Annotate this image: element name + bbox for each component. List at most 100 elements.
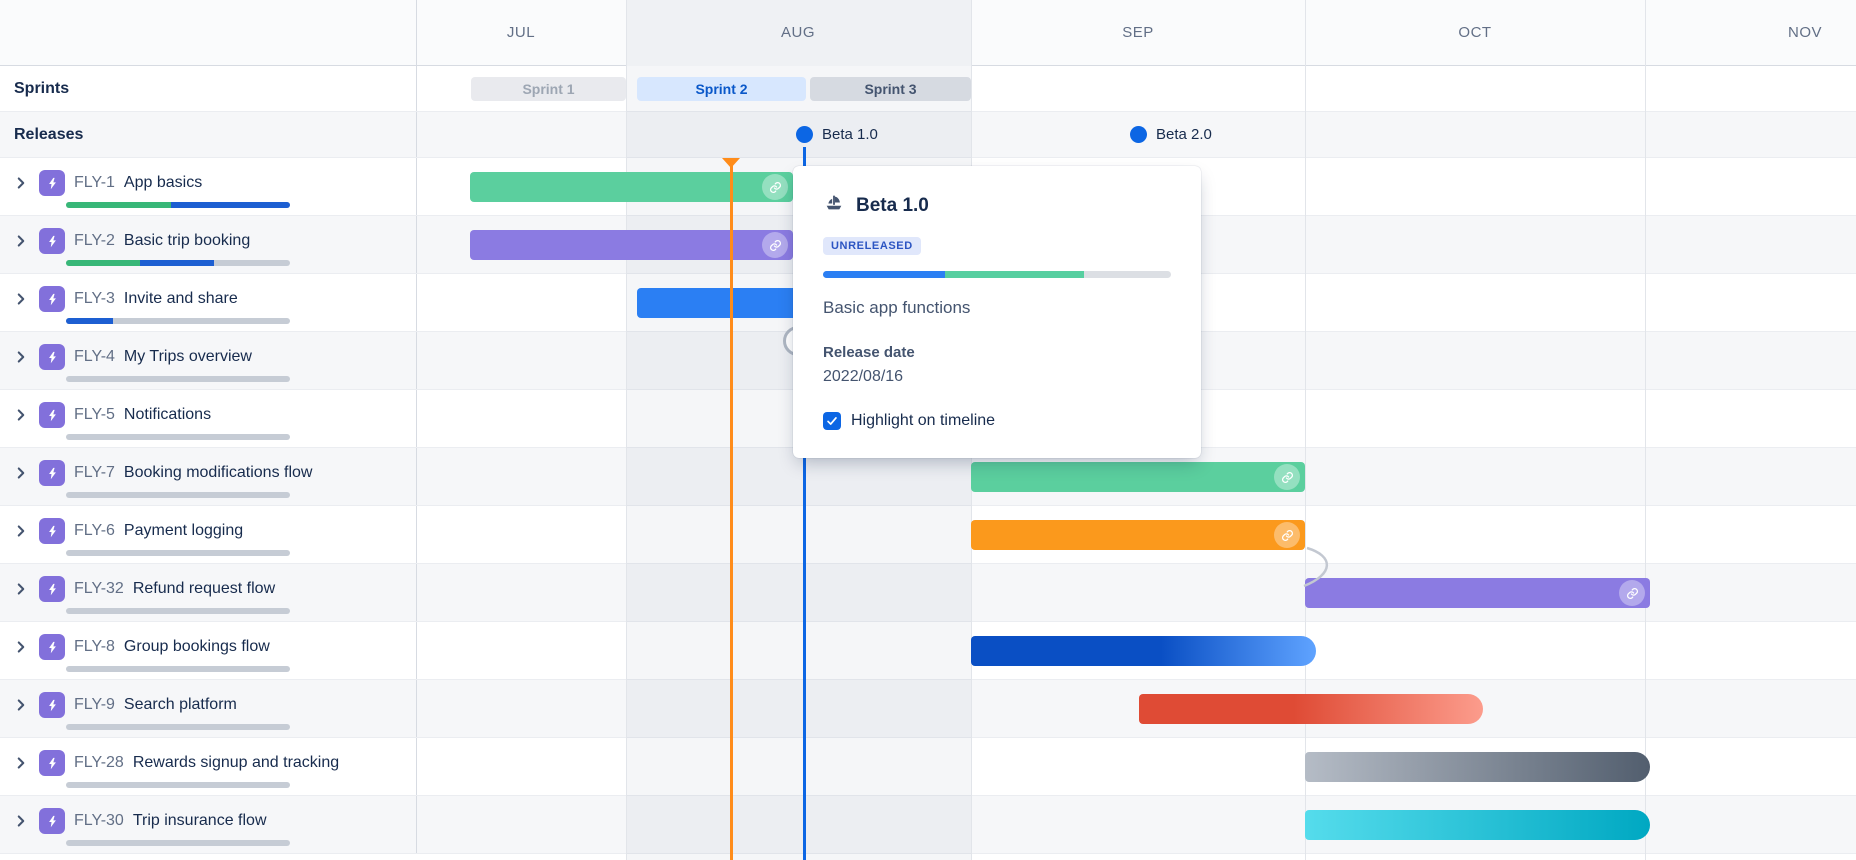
sprint-pill-2: Sprint 2 xyxy=(637,77,806,101)
epic-name: Notifications xyxy=(123,406,212,423)
epic-key: FLY-5 xyxy=(74,406,115,423)
today-line xyxy=(730,158,733,860)
chevron-right-icon[interactable] xyxy=(12,754,30,772)
epic-lightning-icon xyxy=(39,576,65,602)
epic-name: Search platform xyxy=(123,696,237,713)
month-label-jul: JUL xyxy=(506,24,536,41)
release-highlight-line xyxy=(803,147,806,860)
epic-progress-bar xyxy=(66,202,290,208)
epic-row: FLY-30 Trip insurance flow xyxy=(0,796,1856,854)
epic-schedule-bar[interactable] xyxy=(971,462,1305,492)
epic-lightning-icon xyxy=(39,286,65,312)
epic-progress-bar xyxy=(66,260,290,266)
release-popup: Beta 1.0 UNRELEASED Basic app functions … xyxy=(793,166,1201,458)
epic-schedule-bar[interactable] xyxy=(971,520,1305,550)
epic-schedule-bar[interactable] xyxy=(1305,578,1650,608)
epic-name: Payment logging xyxy=(123,522,244,539)
releases-row: Releases Beta 1.0 Beta 2.0 xyxy=(0,112,1856,158)
epic-schedule-bar[interactable] xyxy=(470,230,793,260)
chevron-right-icon[interactable] xyxy=(12,522,30,540)
releases-row-label: Releases xyxy=(14,125,84,143)
epic-lightning-icon xyxy=(39,634,65,660)
epic-row-left[interactable]: FLY-4 My Trips overview xyxy=(0,332,417,389)
release-label[interactable]: Beta 1.0 xyxy=(822,126,878,143)
epic-row-left[interactable]: FLY-5 Notifications xyxy=(0,390,417,447)
epic-key: FLY-2 xyxy=(74,232,115,249)
sprints-row: Sprints Sprint 1 Sprint 2 Sprint 3 xyxy=(0,66,1856,112)
epic-key: FLY-6 xyxy=(74,522,115,539)
highlight-checkbox[interactable] xyxy=(823,412,841,430)
epic-key: FLY-32 xyxy=(74,580,124,597)
link-icon[interactable] xyxy=(762,174,788,200)
month-label-oct: OCT xyxy=(1458,24,1492,41)
release-milestone-dot[interactable] xyxy=(1130,126,1147,143)
epic-progress-bar xyxy=(66,550,290,556)
epic-progress-bar xyxy=(66,608,290,614)
epic-schedule-bar[interactable] xyxy=(1139,694,1483,724)
epic-key: FLY-7 xyxy=(74,464,115,481)
chevron-right-icon[interactable] xyxy=(12,348,30,366)
epic-name: Refund request flow xyxy=(132,580,276,597)
epic-schedule-bar[interactable] xyxy=(1305,752,1650,782)
epic-schedule-bar[interactable] xyxy=(637,288,817,318)
epic-name: Invite and share xyxy=(123,290,238,307)
epic-lightning-icon xyxy=(39,170,65,196)
sprint-pill-1: Sprint 1 xyxy=(471,77,626,101)
epic-progress-bar xyxy=(66,434,290,440)
epic-row-left[interactable]: FLY-1 App basics xyxy=(0,158,417,215)
epic-row-left[interactable]: FLY-32 Refund request flow xyxy=(0,564,417,621)
dependency-connector-line xyxy=(1303,546,1328,588)
release-description: Basic app functions xyxy=(823,298,971,317)
epic-row-left[interactable]: FLY-28 Rewards signup and tracking xyxy=(0,738,417,795)
epic-row: FLY-6 Payment logging xyxy=(0,506,1856,564)
release-popup-title: Beta 1.0 xyxy=(856,194,929,216)
epic-lightning-icon xyxy=(39,228,65,254)
link-icon[interactable] xyxy=(762,232,788,258)
epic-row-left[interactable]: FLY-2 Basic trip booking xyxy=(0,216,417,273)
chevron-right-icon[interactable] xyxy=(12,406,30,424)
chevron-right-icon[interactable] xyxy=(12,174,30,192)
release-date-value: 2022/08/16 xyxy=(823,368,904,385)
epic-row-left[interactable]: FLY-8 Group bookings flow xyxy=(0,622,417,679)
link-icon[interactable] xyxy=(1274,464,1300,490)
link-icon[interactable] xyxy=(1274,522,1300,548)
chevron-right-icon[interactable] xyxy=(12,580,30,598)
epic-progress-bar xyxy=(66,318,290,324)
epic-row-left[interactable]: FLY-7 Booking modifications flow xyxy=(0,448,417,505)
epic-row-left[interactable]: FLY-9 Search platform xyxy=(0,680,417,737)
epic-row-left[interactable]: FLY-6 Payment logging xyxy=(0,506,417,563)
highlight-checkbox-label: Highlight on timeline xyxy=(851,412,996,429)
epic-schedule-bar[interactable] xyxy=(470,172,793,202)
month-label-nov: NOV xyxy=(1787,24,1823,41)
epic-row-left[interactable]: FLY-30 Trip insurance flow xyxy=(0,796,417,853)
epic-key: FLY-3 xyxy=(74,290,115,307)
epic-key: FLY-9 xyxy=(74,696,115,713)
epic-lightning-icon xyxy=(39,692,65,718)
epic-progress-bar xyxy=(66,666,290,672)
epic-key: FLY-30 xyxy=(74,812,124,829)
epic-row: FLY-32 Refund request flow xyxy=(0,564,1856,622)
epic-row-left[interactable]: FLY-3 Invite and share xyxy=(0,274,417,331)
chevron-right-icon[interactable] xyxy=(12,812,30,830)
header-left-cell xyxy=(0,0,417,65)
epic-schedule-bar[interactable] xyxy=(971,636,1316,666)
epic-schedule-bar[interactable] xyxy=(1305,810,1650,840)
chevron-right-icon[interactable] xyxy=(12,696,30,714)
epic-key: FLY-8 xyxy=(74,638,115,655)
epic-name: Group bookings flow xyxy=(123,638,270,655)
chevron-right-icon[interactable] xyxy=(12,464,30,482)
chevron-right-icon[interactable] xyxy=(12,290,30,308)
epic-name: Rewards signup and tracking xyxy=(132,754,340,771)
epic-lightning-icon xyxy=(39,518,65,544)
epic-row: FLY-9 Search platform xyxy=(0,680,1856,738)
release-date-label: Release date xyxy=(823,344,915,361)
link-icon[interactable] xyxy=(1619,580,1645,606)
epic-row: FLY-8 Group bookings flow xyxy=(0,622,1856,680)
chevron-right-icon[interactable] xyxy=(12,638,30,656)
release-label[interactable]: Beta 2.0 xyxy=(1156,126,1212,143)
epic-lightning-icon xyxy=(39,750,65,776)
epic-row: FLY-28 Rewards signup and tracking xyxy=(0,738,1856,796)
chevron-right-icon[interactable] xyxy=(12,232,30,250)
month-label-sep: SEP xyxy=(1122,24,1154,41)
release-milestone-dot[interactable] xyxy=(796,126,813,143)
